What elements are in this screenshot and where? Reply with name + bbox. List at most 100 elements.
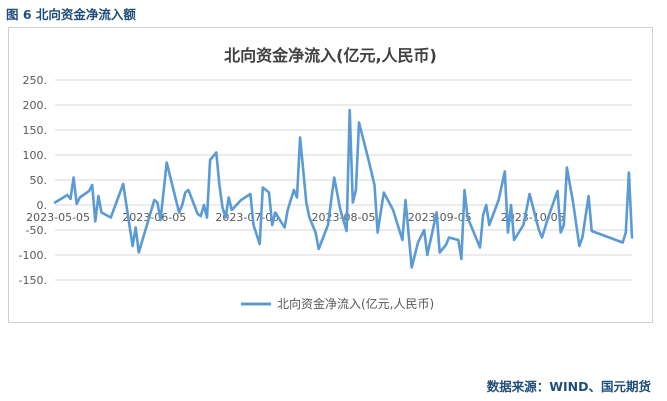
data-point	[590, 230, 593, 232]
data-point	[122, 183, 125, 185]
data-point	[426, 254, 429, 256]
y-tick-label: 250.	[23, 74, 48, 87]
data-point	[333, 176, 335, 179]
data-point	[66, 194, 69, 196]
data-point	[566, 166, 568, 169]
data-point	[299, 136, 301, 139]
data-point	[252, 224, 255, 226]
data-point	[522, 224, 525, 226]
data-point	[203, 204, 205, 206]
data-point	[358, 121, 360, 124]
data-point	[72, 176, 75, 179]
data-point	[376, 231, 379, 234]
data-point	[587, 195, 590, 197]
data-point	[621, 241, 624, 244]
data-point	[165, 161, 168, 164]
data-point	[305, 201, 308, 204]
data-point	[308, 216, 311, 219]
data-point	[507, 231, 509, 234]
x-tick-label: 2023-07-05	[215, 211, 279, 224]
data-point	[504, 170, 506, 173]
data-point	[137, 251, 140, 254]
data-point	[578, 245, 581, 247]
data-point	[227, 196, 230, 199]
data-point	[482, 214, 484, 216]
data-point	[268, 191, 270, 194]
y-tick-label: -150.	[19, 274, 47, 287]
data-point	[373, 184, 376, 186]
data-point	[348, 109, 351, 111]
data-point	[110, 216, 112, 219]
data-point	[209, 159, 211, 161]
data-point	[286, 209, 289, 211]
x-tick-label: 2023-05-05	[26, 211, 90, 224]
data-point	[352, 201, 354, 204]
data-point	[97, 195, 100, 197]
data-point	[134, 226, 137, 229]
data-point	[562, 224, 565, 226]
data-point	[258, 243, 261, 245]
data-point	[156, 201, 159, 204]
data-point	[528, 193, 531, 195]
data-point	[88, 190, 90, 192]
data-point	[54, 201, 56, 204]
data-point	[79, 196, 81, 199]
data-point	[448, 236, 450, 239]
data-point	[624, 231, 627, 234]
data-point	[271, 224, 273, 226]
data-point	[178, 211, 180, 214]
data-point	[345, 230, 348, 232]
x-tick-label: 2023-09-05	[408, 211, 472, 224]
data-point	[231, 209, 233, 211]
data-point	[547, 216, 550, 219]
y-tick-label: 50.	[30, 174, 48, 187]
data-point	[485, 204, 487, 206]
data-point	[187, 189, 190, 191]
data-point	[131, 245, 134, 247]
data-point	[206, 216, 208, 219]
data-point	[317, 248, 320, 250]
data-point	[327, 224, 329, 226]
data-point	[75, 203, 78, 205]
data-point	[438, 251, 441, 254]
figure-caption: 图 6 北向资金净流入额	[6, 7, 136, 22]
data-point	[69, 198, 72, 200]
series-lines	[53, 108, 634, 269]
data-point	[572, 201, 574, 204]
data-point	[181, 204, 183, 206]
series-line	[53, 108, 634, 269]
data-point	[401, 239, 404, 241]
x-tick-label: 2023-06-05	[122, 211, 186, 224]
data-point	[488, 224, 491, 226]
data-point	[417, 241, 419, 244]
y-tick-label: -100.	[19, 249, 47, 262]
data-point	[215, 151, 218, 154]
chart-frame: 北向资金净流入(亿元,人民币) 250. 200. 150. 100. 50. 0. -50…	[8, 27, 653, 323]
data-point	[383, 191, 385, 194]
y-tick-label: 0.	[37, 199, 48, 212]
data-point	[218, 184, 221, 186]
data-point	[410, 266, 413, 269]
data-point	[221, 206, 224, 209]
data-point	[314, 231, 317, 234]
data-point	[541, 236, 543, 239]
legend-label: 北向资金净流入(亿元,人民币)	[277, 296, 434, 311]
data-point	[457, 239, 460, 241]
data-point	[497, 199, 500, 201]
data-point	[283, 226, 286, 229]
data-point	[184, 191, 187, 194]
data-point	[367, 158, 370, 160]
data-point	[559, 231, 562, 234]
data-point	[513, 239, 515, 241]
grid-lines	[55, 79, 632, 281]
data-point	[463, 189, 466, 191]
y-tick-label: 150.	[23, 124, 48, 137]
data-point	[404, 199, 407, 201]
chart-title: 北向资金净流入(亿元,人民币)	[224, 46, 437, 65]
y-tick-label: -50.	[26, 224, 47, 237]
data-point	[466, 216, 469, 219]
data-point	[423, 229, 425, 231]
data-point	[100, 211, 103, 214]
y-axis-ticks: 250. 200. 150. 100. 50. 0. -50. -100. -150.	[19, 74, 47, 287]
data-point	[631, 236, 633, 239]
